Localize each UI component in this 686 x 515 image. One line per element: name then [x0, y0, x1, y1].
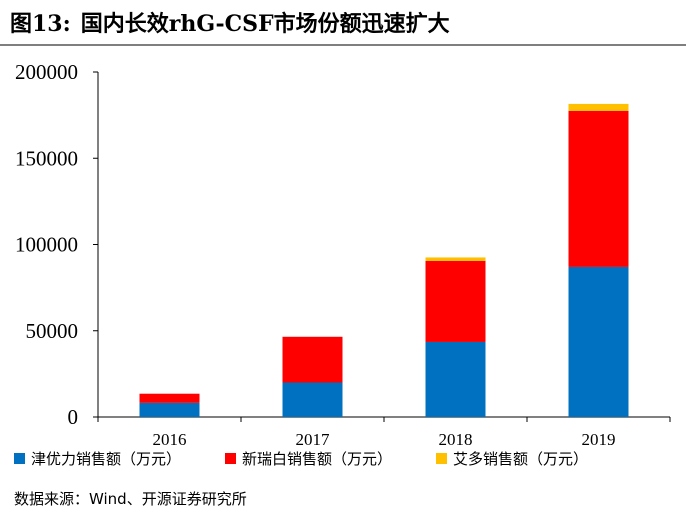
bar-segment [282, 336, 343, 383]
y-tick-label: 100000 [15, 233, 78, 257]
legend-label-jinyouli: 津优力销售额（万元） [31, 450, 182, 468]
y-tick-label: 200000 [15, 60, 78, 84]
legend-swatch-jinyouli [14, 453, 25, 464]
y-tick-label: 50000 [26, 319, 79, 343]
bar-segment [425, 341, 486, 417]
bar-segment [568, 103, 629, 111]
x-tick-label: 2016 [153, 430, 187, 445]
figure-number: 图13: [10, 11, 71, 37]
bar-segment [139, 402, 200, 417]
bar-segment [282, 382, 343, 417]
chart-legend: 津优力销售额（万元） 新瑞白销售额（万元） 艾多销售额（万元） [14, 448, 588, 469]
y-tick-label: 150000 [15, 146, 78, 170]
y-tick-label: 0 [68, 405, 79, 429]
legend-swatch-aiduo [436, 453, 448, 464]
bar-segment [425, 260, 486, 342]
bar-segment [568, 266, 629, 417]
legend-item-aiduo: 艾多销售额（万元） [436, 448, 588, 469]
legend-label-aiduo: 艾多销售额（万元） [453, 450, 589, 468]
bar-segment [425, 257, 486, 261]
source-note: 数据来源：Wind、开源证券研究所 [14, 490, 247, 508]
title-divider [0, 44, 686, 46]
legend-item-xinruibai: 新瑞白销售额（万元） [225, 448, 392, 469]
legend-item-jinyouli: 津优力销售额（万元） [14, 448, 181, 469]
x-tick-label: 2017 [296, 430, 331, 445]
bar-segment [139, 393, 200, 403]
bar-segment [568, 110, 629, 267]
stacked-bar-chart: 0 50000 100000 150000 200000 2016 2017 2018 2019 [15, 60, 671, 445]
legend-swatch-xinruibai [225, 453, 237, 464]
x-tick-label: 2018 [439, 430, 473, 445]
figure-title-text: 国内长效rhG-CSF市场份额迅速扩大 [80, 11, 450, 37]
legend-label-xinruibai: 新瑞白销售额（万元） [242, 450, 393, 468]
x-tick-label: 2019 [582, 430, 616, 445]
figure-title: 图13: 国内长效rhG-CSF市场份额迅速扩大 [10, 6, 450, 38]
